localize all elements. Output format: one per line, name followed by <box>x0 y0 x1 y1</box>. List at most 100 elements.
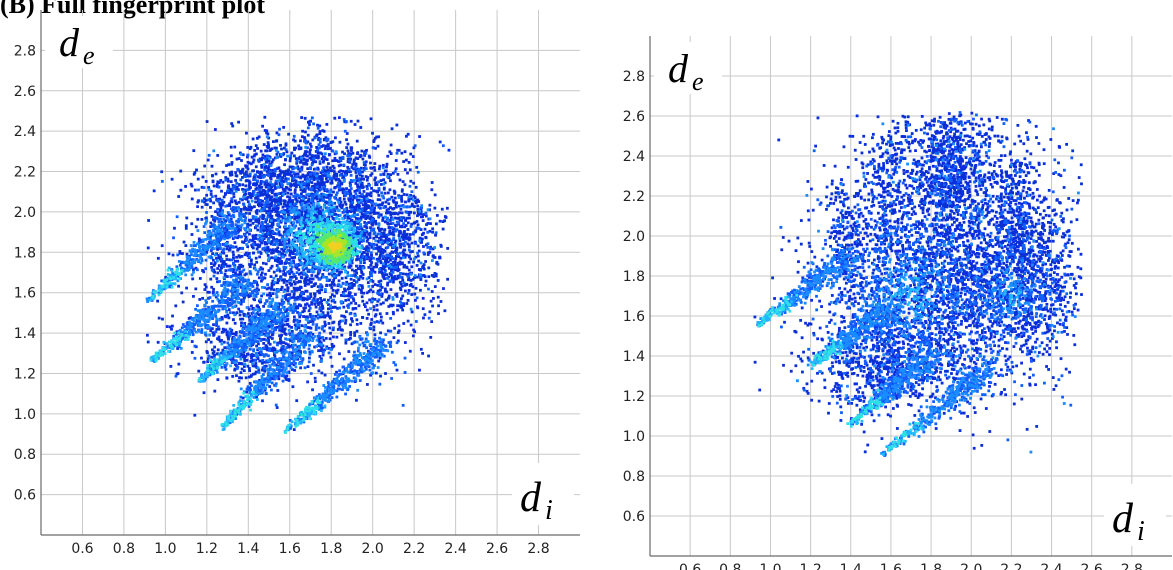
scatter-point <box>337 273 341 277</box>
scatter-point <box>263 209 267 212</box>
y-tick-label: 1.4 <box>14 326 36 342</box>
scatter-point <box>406 236 410 240</box>
scatter-point <box>220 250 224 254</box>
scatter-point <box>398 230 401 233</box>
scatter-point <box>326 143 330 147</box>
scatter-point <box>372 189 376 193</box>
scatter-point <box>419 347 423 351</box>
scatter-point <box>307 199 311 203</box>
scatter-point <box>414 286 418 290</box>
scatter-point <box>212 323 215 327</box>
scatter-point <box>353 331 357 335</box>
scatter-point <box>395 220 399 224</box>
scatter-point <box>356 222 360 225</box>
scatter-point <box>201 296 205 300</box>
scatter-point <box>309 172 313 176</box>
scatter-point <box>294 180 298 184</box>
scatter-point <box>347 198 351 202</box>
scatter-point <box>375 252 378 256</box>
scatter-point <box>255 344 259 348</box>
scatter-point <box>362 261 366 265</box>
scatter-point <box>406 319 410 323</box>
scatter-point <box>310 177 313 181</box>
scatter-point <box>241 168 244 172</box>
scatter-point <box>308 350 312 354</box>
scatter-point <box>360 252 364 256</box>
scatter-point <box>251 169 254 173</box>
scatter-point <box>216 271 220 275</box>
scatter-point <box>364 256 368 260</box>
scatter-point <box>217 181 221 185</box>
scatter-point <box>399 244 402 248</box>
scatter-point <box>242 353 245 357</box>
scatter-point <box>269 287 273 291</box>
scatter-point <box>293 174 297 178</box>
scatter-point <box>241 396 245 400</box>
scatter-point <box>397 194 401 198</box>
scatter-point <box>203 164 207 168</box>
scatter-point <box>254 187 258 191</box>
scatter-point <box>220 257 224 261</box>
scatter-point <box>292 280 296 284</box>
scatter-point <box>337 164 341 168</box>
scatter-point <box>266 193 269 197</box>
scatter-point <box>426 230 430 234</box>
scatter-point <box>258 245 261 248</box>
scatter-point <box>222 251 226 255</box>
scatter-point <box>197 237 201 241</box>
scatter-point <box>307 309 311 313</box>
scatter-point <box>386 198 390 202</box>
scatter-point <box>386 283 389 287</box>
scatter-point <box>305 193 309 197</box>
scatter-point <box>289 154 293 158</box>
scatter-point <box>221 230 225 234</box>
scatter-point <box>344 338 348 342</box>
scatter-point <box>378 203 382 207</box>
scatter-point <box>353 123 357 126</box>
scatter-point <box>272 171 276 175</box>
scatter-point <box>280 285 284 289</box>
scatter-point <box>322 199 326 203</box>
scatter-point <box>205 211 208 214</box>
scatter-point <box>404 272 408 276</box>
scatter-point <box>265 287 269 291</box>
scatter-point <box>342 118 346 121</box>
scatter-point <box>306 140 310 144</box>
scatter-point <box>279 196 282 200</box>
scatter-point <box>405 193 409 197</box>
scatter-point <box>370 245 374 249</box>
scatter-point <box>263 388 267 392</box>
scatter-point <box>397 255 401 258</box>
scatter-point <box>293 296 297 300</box>
scatter-point <box>395 277 398 281</box>
scatter-point <box>253 205 256 209</box>
scatter-point <box>397 234 401 237</box>
scatter-point <box>256 243 260 247</box>
scatter-point <box>296 194 300 198</box>
scatter-point <box>405 216 409 220</box>
scatter-point <box>271 207 275 211</box>
scatter-point <box>367 206 371 210</box>
scatter-point <box>160 244 164 248</box>
scatter-point <box>210 355 214 359</box>
scatter-point <box>348 181 352 185</box>
scatter-point <box>398 211 402 215</box>
scatter-point <box>417 226 421 230</box>
scatter-point <box>385 298 389 302</box>
scatter-point <box>293 172 296 176</box>
scatter-point <box>245 358 249 362</box>
scatter-point <box>386 276 389 280</box>
scatter-point <box>355 398 358 402</box>
scatter-point <box>285 186 289 190</box>
scatter-point <box>267 145 271 149</box>
scatter-point <box>277 217 281 220</box>
scatter-point <box>146 333 149 337</box>
scatter-point <box>342 314 346 318</box>
scatter-point <box>354 171 358 174</box>
scatter-point <box>345 138 348 142</box>
scatter-point <box>314 207 318 211</box>
scatter-point <box>412 260 415 264</box>
scatter-point <box>282 125 286 129</box>
scatter-point <box>266 215 270 219</box>
scatter-point <box>420 206 423 210</box>
